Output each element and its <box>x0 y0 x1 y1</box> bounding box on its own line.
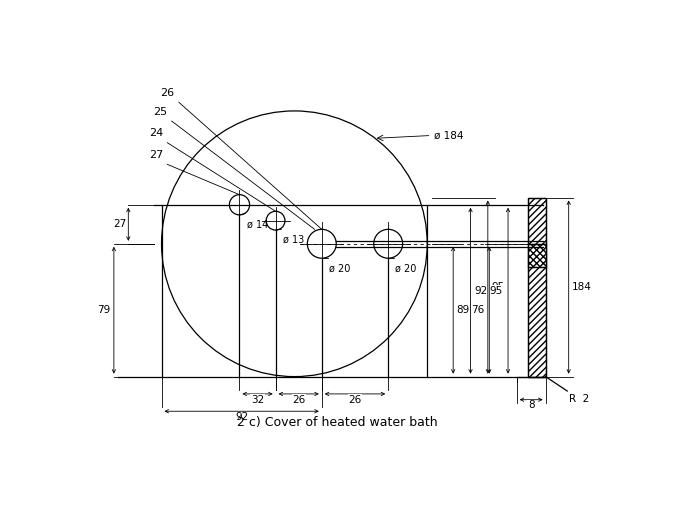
Text: 27: 27 <box>149 150 163 160</box>
Text: 79: 79 <box>97 305 110 315</box>
Text: 92: 92 <box>235 412 248 422</box>
Bar <box>528 198 545 377</box>
Text: 92: 92 <box>474 285 488 296</box>
Text: 184: 184 <box>572 282 592 292</box>
Text: 24: 24 <box>149 128 163 138</box>
Text: ø 20: ø 20 <box>396 264 417 274</box>
Bar <box>528 244 545 267</box>
Text: ø 14: ø 14 <box>247 219 268 229</box>
Text: 2 c) Cover of heated water bath: 2 c) Cover of heated water bath <box>237 416 438 428</box>
Text: 8: 8 <box>528 401 534 411</box>
Text: 25: 25 <box>153 106 167 117</box>
Text: R  2: R 2 <box>568 394 589 404</box>
Text: 26: 26 <box>160 88 175 98</box>
Bar <box>528 198 545 377</box>
Text: 76: 76 <box>471 305 484 315</box>
Text: 32: 32 <box>251 394 264 405</box>
Text: 26: 26 <box>292 394 305 405</box>
Text: ø 184: ø 184 <box>435 130 464 140</box>
Text: 27: 27 <box>113 219 126 229</box>
Text: ø 20: ø 20 <box>329 264 350 274</box>
Text: ø 13: ø 13 <box>283 235 304 245</box>
Text: 95: 95 <box>492 282 505 292</box>
Text: 89: 89 <box>457 305 470 315</box>
Text: 95: 95 <box>490 285 503 296</box>
Text: 26: 26 <box>348 394 362 405</box>
